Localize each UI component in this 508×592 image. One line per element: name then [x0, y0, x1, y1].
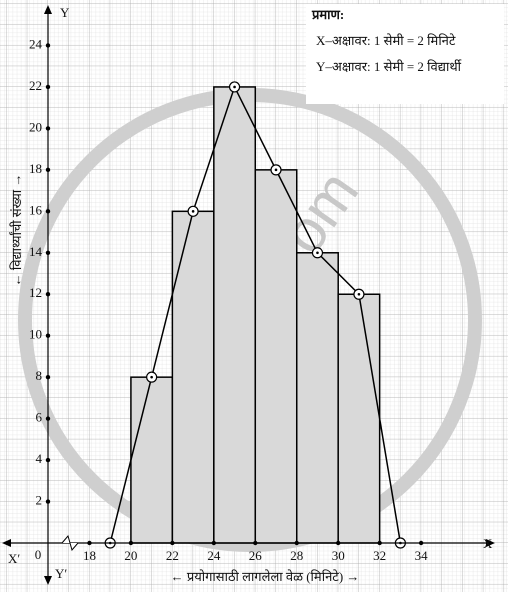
bar	[295, 252, 339, 544]
x-tick	[418, 540, 424, 546]
x-tick	[336, 540, 341, 546]
polygon-point-dot	[233, 85, 236, 89]
axis-break	[61, 534, 79, 552]
y-tick-label: 8	[36, 368, 43, 383]
origin-label: 0	[35, 547, 42, 562]
polygon-point-dot	[274, 168, 278, 172]
y-tick-label: 2	[36, 493, 43, 508]
y-tick	[45, 333, 51, 338]
y-tick	[45, 292, 51, 297]
y-tick-label: 10	[29, 327, 42, 342]
polygon-point-dot	[191, 210, 195, 213]
x-tick-label: 18	[83, 548, 96, 563]
x-tick-label: 26	[249, 548, 263, 563]
y-tick-label: 16	[29, 202, 43, 217]
bar	[254, 169, 298, 544]
y-tick-label: 22	[29, 78, 42, 93]
x-tick-label: 34	[415, 548, 429, 563]
y-tick	[45, 84, 51, 90]
x-tick-label: 30	[332, 548, 345, 563]
x-tick-label: 22	[166, 548, 179, 563]
axis-name: X′	[8, 551, 20, 566]
x-tick-label: 32	[373, 548, 386, 563]
polygon-point-dot	[357, 292, 361, 296]
y-tick-label: 18	[29, 161, 42, 176]
y-tick-label: 6	[36, 410, 43, 425]
bar	[171, 210, 215, 544]
polygon-point-dot	[316, 251, 319, 255]
scale-box	[306, 4, 504, 104]
bar	[130, 376, 174, 544]
y-tick-label: 4	[36, 451, 43, 466]
y-tick	[45, 499, 51, 504]
y-tick	[45, 167, 51, 173]
x-tick	[128, 540, 134, 546]
scale-text: X–अक्षावर: 1 सेमी = 2 मिनिटे	[316, 33, 456, 48]
bar	[213, 86, 257, 544]
polygon-point-dot	[150, 375, 153, 379]
frequency-polygon	[109, 84, 402, 544]
y-tick-label: 12	[29, 285, 42, 300]
x-tick	[294, 540, 299, 546]
x-tick	[211, 540, 217, 546]
x-tick-label: 24	[207, 548, 221, 563]
x-tick	[170, 540, 175, 546]
y-tick	[45, 209, 51, 214]
x-tick-label: 28	[290, 548, 303, 563]
y-tick	[45, 43, 51, 48]
y-tick	[45, 126, 51, 131]
axis-name: X	[483, 536, 493, 551]
bar	[337, 293, 381, 544]
y-tick	[45, 457, 51, 463]
y-tick	[45, 374, 51, 380]
x-tick	[253, 540, 258, 546]
axis-name: Y	[60, 5, 70, 20]
x-axis-label: ← प्रयोगासाठी लागलेला वेळ (मिनिटे) →	[171, 569, 360, 584]
x-tick-label: 20	[124, 548, 137, 563]
y-tick-label: 20	[29, 119, 42, 134]
x-tick	[377, 540, 382, 546]
scale-title: प्रमाण:	[311, 7, 344, 22]
y-tick	[45, 250, 51, 255]
scale-text: Y–अक्षावर: 1 सेमी = 2 विद्यार्थी	[316, 59, 462, 74]
x-tick	[87, 540, 92, 546]
y-axis-label: ← विद्यार्थ्यांची संख्या →	[9, 174, 24, 287]
y-tick-label: 14	[29, 244, 43, 259]
y-tick-label: 24	[29, 36, 43, 51]
y-tick	[45, 416, 51, 421]
axis-name: Y′	[55, 566, 67, 581]
